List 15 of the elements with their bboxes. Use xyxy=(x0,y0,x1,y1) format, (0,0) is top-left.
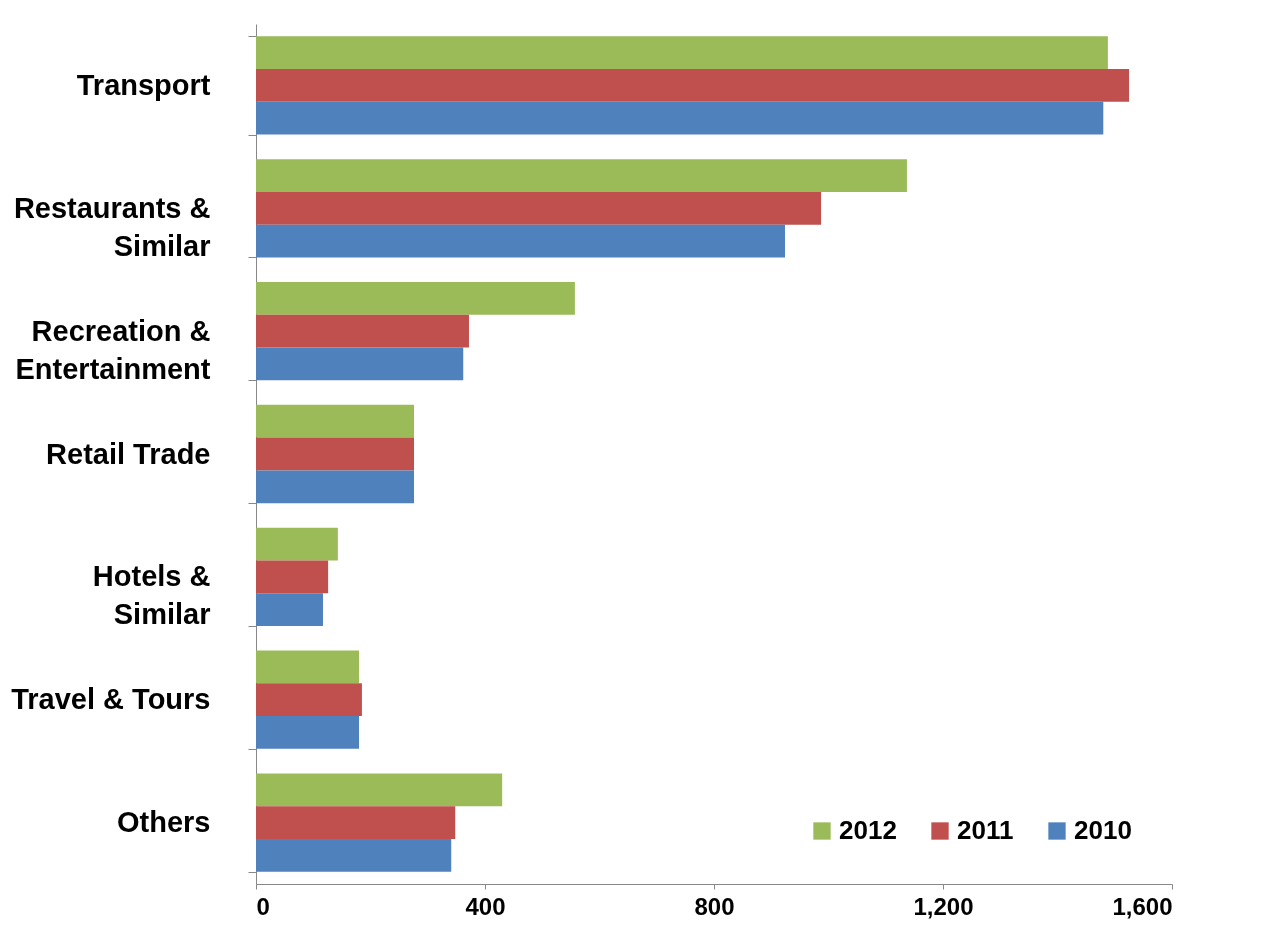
y-tick-label: Travel & Tours xyxy=(11,683,211,716)
legend-label: 2011 xyxy=(957,815,1014,845)
x-tick-label: 800 xyxy=(694,892,735,920)
x-tick-label: 0 xyxy=(256,892,270,920)
legend-label: 2012 xyxy=(839,815,897,845)
x-tick-label: 1,600 xyxy=(1112,892,1173,920)
y-tick-label: Recreation & Entertainment xyxy=(15,314,211,385)
x-tick-label: 400 xyxy=(465,892,506,920)
y-tick-label: Hotels & Similar xyxy=(92,560,211,631)
y-tick-label: Others xyxy=(117,806,211,839)
legend-label: 2010 xyxy=(1074,815,1132,845)
x-tick-label: 1,200 xyxy=(913,892,974,920)
y-tick-label: Retail Trade xyxy=(46,437,211,470)
y-tick-label: Restaurants & Similar xyxy=(13,191,211,262)
y-tick-label: Transport xyxy=(76,68,211,101)
